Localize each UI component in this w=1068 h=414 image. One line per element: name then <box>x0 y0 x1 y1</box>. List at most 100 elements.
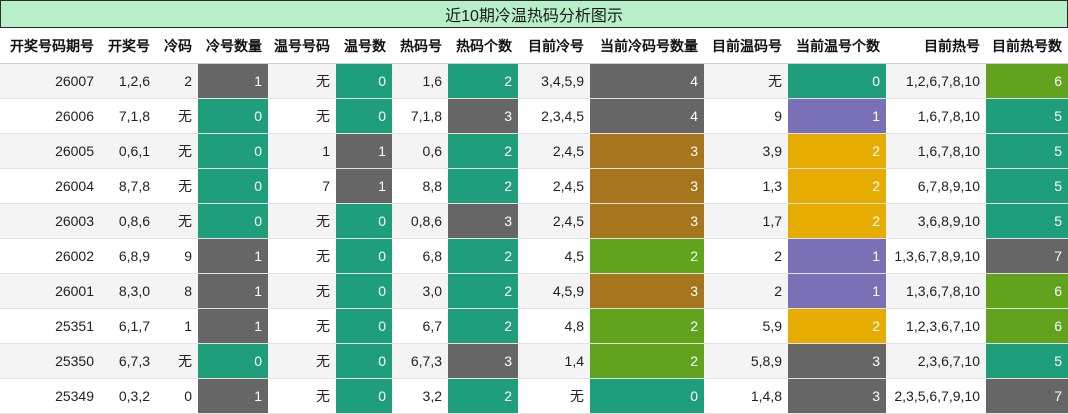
cell-cur-cold[interactable]: 2,3,4,5 <box>518 98 590 134</box>
cell-cur-cold-count[interactable]: 3 <box>590 133 704 169</box>
cell-cur-cold-count[interactable]: 3 <box>590 203 704 239</box>
cell-period[interactable]: 25350 <box>0 343 100 379</box>
cell-cur-hot[interactable]: 2,3,6,7,10 <box>886 343 986 379</box>
cell-cold-count[interactable]: 1 <box>198 378 268 414</box>
cell-cur-warm-count[interactable]: 2 <box>788 308 886 344</box>
cell-cur-warm[interactable]: 1,7 <box>704 203 788 239</box>
cell-cur-warm[interactable]: 9 <box>704 98 788 134</box>
cell-cur-cold-count[interactable]: 3 <box>590 273 704 309</box>
cell-cold-count[interactable]: 1 <box>198 273 268 309</box>
cell-hot-count[interactable]: 2 <box>448 273 518 309</box>
cell-hot[interactable]: 1,6 <box>392 63 448 99</box>
cell-draw[interactable]: 7,1,8 <box>100 98 156 134</box>
cell-draw[interactable]: 6,8,9 <box>100 238 156 274</box>
cell-cold-count[interactable]: 0 <box>198 343 268 379</box>
table-row[interactable]: 25350 6,7,3 无 0 无 0 6,7,3 3 1,4 2 5,8,9 3 2,3,6,7,10… <box>0 343 1068 379</box>
column-header-hot[interactable]: 热码号 <box>392 28 448 64</box>
cell-cold-count[interactable]: 0 <box>198 203 268 239</box>
cell-period[interactable]: 26002 <box>0 238 100 274</box>
cell-hot-count[interactable]: 2 <box>448 308 518 344</box>
cell-cold[interactable]: 无 <box>156 133 198 169</box>
cell-cold[interactable]: 0 <box>156 378 198 414</box>
table-row[interactable]: 25351 6,1,7 1 1 无 0 6,7 2 4,8 2 5,9 2 1,2,3,6,7,10 6 <box>0 308 1068 344</box>
cell-cur-warm[interactable]: 1,4,8 <box>704 378 788 414</box>
cell-warm[interactable]: 1 <box>268 133 336 169</box>
table-row[interactable]: 26005 0,6,1 无 0 1 1 0,6 2 2,4,5 3 3,9 2 1,6,7,8,10 5 <box>0 133 1068 169</box>
cell-hot[interactable]: 0,8,6 <box>392 203 448 239</box>
cell-cur-cold[interactable]: 4,8 <box>518 308 590 344</box>
cell-cold[interactable]: 无 <box>156 98 198 134</box>
cell-cur-warm-count[interactable]: 3 <box>788 343 886 379</box>
column-header-cur-hot-count[interactable]: 目前热号数 <box>986 28 1068 64</box>
cell-cur-warm-count[interactable]: 1 <box>788 238 886 274</box>
cell-cur-cold-count[interactable]: 2 <box>590 343 704 379</box>
cell-hot[interactable]: 6,7 <box>392 308 448 344</box>
cell-cur-hot-count[interactable]: 5 <box>986 98 1068 134</box>
cell-warm-count[interactable]: 0 <box>336 378 392 414</box>
cell-hot[interactable]: 3,0 <box>392 273 448 309</box>
cell-warm[interactable]: 7 <box>268 168 336 204</box>
cell-period[interactable]: 26003 <box>0 203 100 239</box>
cell-draw[interactable]: 0,8,6 <box>100 203 156 239</box>
cell-cur-hot-count[interactable]: 7 <box>986 378 1068 414</box>
cell-warm-count[interactable]: 1 <box>336 133 392 169</box>
cell-warm[interactable]: 无 <box>268 63 336 99</box>
column-header-cold[interactable]: 冷码 <box>156 28 198 64</box>
cell-warm[interactable]: 无 <box>268 273 336 309</box>
cell-cold-count[interactable]: 0 <box>198 168 268 204</box>
cell-cur-hot-count[interactable]: 5 <box>986 168 1068 204</box>
cell-hot[interactable]: 6,8 <box>392 238 448 274</box>
cell-cur-cold[interactable]: 2,4,5 <box>518 133 590 169</box>
cell-warm-count[interactable]: 0 <box>336 308 392 344</box>
table-row[interactable]: 26006 7,1,8 无 0 无 0 7,1,8 3 2,3,4,5 4 9 1 1,6,7,8,10… <box>0 98 1068 134</box>
cell-warm[interactable]: 无 <box>268 238 336 274</box>
cell-cur-hot-count[interactable]: 6 <box>986 63 1068 99</box>
cell-warm[interactable]: 无 <box>268 378 336 414</box>
cell-draw[interactable]: 8,7,8 <box>100 168 156 204</box>
cell-warm[interactable]: 无 <box>268 203 336 239</box>
cell-cur-hot[interactable]: 2,3,5,6,7,9,10 <box>886 378 986 414</box>
column-header-cur-cold-count[interactable]: 当前冷码号数量 <box>590 28 704 64</box>
cell-warm[interactable]: 无 <box>268 98 336 134</box>
cell-cur-warm[interactable]: 2 <box>704 273 788 309</box>
column-header-draw[interactable]: 开奖号 <box>100 28 156 64</box>
cell-cur-cold-count[interactable]: 3 <box>590 168 704 204</box>
cell-cur-warm-count[interactable]: 3 <box>788 378 886 414</box>
cell-hot[interactable]: 6,7,3 <box>392 343 448 379</box>
cell-period[interactable]: 25349 <box>0 378 100 414</box>
column-header-hot-count[interactable]: 热码个数 <box>448 28 518 64</box>
cell-hot[interactable]: 7,1,8 <box>392 98 448 134</box>
cell-cur-hot[interactable]: 1,2,3,6,7,10 <box>886 308 986 344</box>
cell-cur-cold[interactable]: 2,4,5 <box>518 168 590 204</box>
cell-period[interactable]: 26004 <box>0 168 100 204</box>
cell-cur-hot[interactable]: 1,2,6,7,8,10 <box>886 63 986 99</box>
cell-draw[interactable]: 0,3,2 <box>100 378 156 414</box>
table-row[interactable]: 26002 6,8,9 9 1 无 0 6,8 2 4,5 2 2 1 1,3,6,7,8,9,10 7 <box>0 238 1068 274</box>
cell-hot[interactable]: 8,8 <box>392 168 448 204</box>
cell-warm[interactable]: 无 <box>268 343 336 379</box>
cell-cur-cold[interactable]: 1,4 <box>518 343 590 379</box>
cell-period[interactable]: 26005 <box>0 133 100 169</box>
column-header-cur-hot[interactable]: 目前热号 <box>886 28 986 64</box>
cell-cur-warm-count[interactable]: 2 <box>788 168 886 204</box>
cell-cur-hot[interactable]: 1,3,6,7,8,9,10 <box>886 238 986 274</box>
cell-cold-count[interactable]: 0 <box>198 133 268 169</box>
cell-hot[interactable]: 3,2 <box>392 378 448 414</box>
cell-cur-cold-count[interactable]: 4 <box>590 63 704 99</box>
cell-period[interactable]: 26006 <box>0 98 100 134</box>
cell-period[interactable]: 25351 <box>0 308 100 344</box>
cell-hot[interactable]: 0,6 <box>392 133 448 169</box>
cell-hot-count[interactable]: 2 <box>448 168 518 204</box>
cell-warm-count[interactable]: 1 <box>336 168 392 204</box>
cell-cur-warm-count[interactable]: 0 <box>788 63 886 99</box>
cell-cold-count[interactable]: 0 <box>198 98 268 134</box>
cell-cur-hot-count[interactable]: 7 <box>986 238 1068 274</box>
cell-cold[interactable]: 1 <box>156 308 198 344</box>
cell-cur-warm-count[interactable]: 2 <box>788 203 886 239</box>
cell-cur-hot[interactable]: 3,6,8,9,10 <box>886 203 986 239</box>
cell-warm-count[interactable]: 0 <box>336 343 392 379</box>
cell-cur-cold-count[interactable]: 2 <box>590 308 704 344</box>
cell-hot-count[interactable]: 2 <box>448 378 518 414</box>
cell-cur-hot[interactable]: 1,6,7,8,10 <box>886 133 986 169</box>
cell-cur-cold[interactable]: 3,4,5,9 <box>518 63 590 99</box>
